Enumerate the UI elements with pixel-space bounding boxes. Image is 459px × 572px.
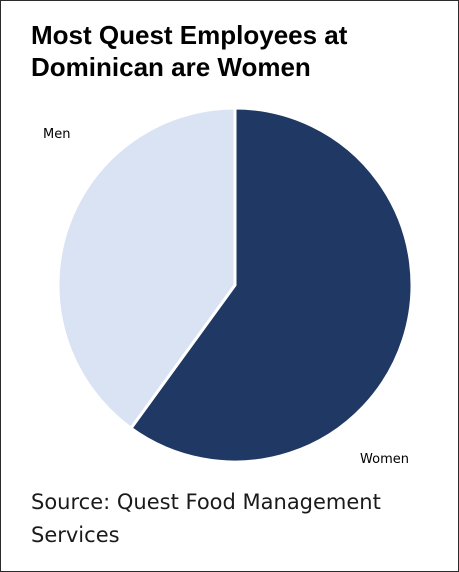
pie-labels: Women Men xyxy=(43,127,409,467)
pie-slice-men xyxy=(56,106,237,430)
chart-title: Most Quest Employees at Dominican are Wo… xyxy=(31,20,348,82)
pie-slice-women xyxy=(129,106,414,464)
slice-label-men: Men xyxy=(43,127,70,142)
pie-slices xyxy=(56,106,414,464)
source-note: Source: Quest Food Management Services xyxy=(31,490,381,547)
slice-label-women: Women xyxy=(360,452,409,467)
